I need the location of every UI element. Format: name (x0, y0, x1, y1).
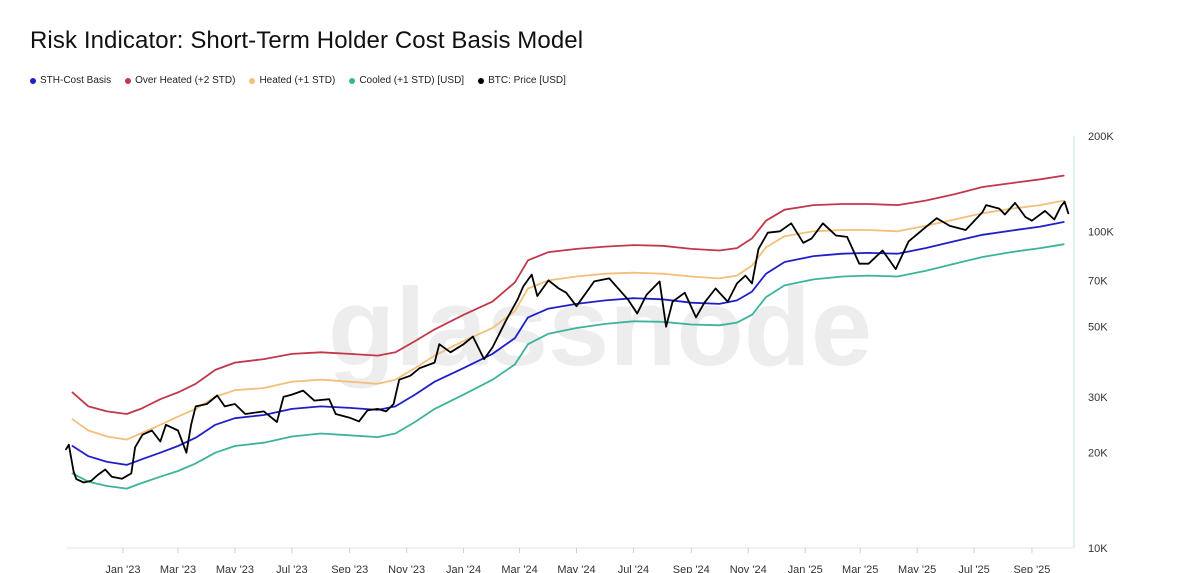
legend-label-heated: Heated (+1 STD) (259, 75, 336, 86)
legend-label-sth-cost-basis: STH-Cost Basis (40, 75, 112, 86)
x-tick-label: May '23 (216, 564, 254, 573)
x-tick-label: Jan '25 (788, 564, 823, 573)
y-tick-label: 20K (1088, 448, 1108, 460)
y-tick-label: 30K (1088, 392, 1108, 404)
x-tick-label: Mar '24 (501, 564, 537, 573)
legend-label-btc-price: BTC: Price [USD] (488, 75, 566, 86)
legend-item-sth-cost-basis[interactable]: STH-Cost Basis (30, 75, 111, 86)
legend-dot-heated (249, 77, 256, 84)
legend-item-btc-price[interactable]: BTC: Price [USD] (478, 75, 566, 86)
legend-item-heated[interactable]: Heated (+1 STD) (249, 75, 335, 86)
x-tick-label: Jul '24 (618, 564, 649, 573)
legend-dot-cooled (349, 77, 356, 84)
legend-dot-over-heated (125, 77, 132, 84)
series-line-btc-price-usd (65, 200, 1070, 484)
y-tick-label: 100K (1088, 226, 1114, 238)
x-tick-label: Sep '24 (673, 564, 710, 573)
x-tick-label: Jul '23 (276, 564, 307, 573)
legend-label-over-heated: Over Heated (+2 STD) (135, 75, 236, 86)
y-tick-label: 10K (1088, 543, 1108, 555)
x-tick-label: Jul '25 (958, 564, 989, 573)
x-tick-label: May '24 (557, 564, 595, 573)
x-tick-label: May '25 (898, 564, 936, 573)
series-line-cooled-1-std-usd (71, 243, 1065, 490)
x-tick-label: Jan '23 (105, 564, 140, 573)
legend-label-cooled: Cooled (+1 STD) [USD] (359, 75, 465, 86)
x-tick-label: Sep '23 (331, 564, 368, 573)
x-tick-label: Jan '24 (446, 564, 481, 573)
legend-dot-sth-cost-basis (30, 77, 36, 84)
x-tick-label: Mar '25 (842, 564, 878, 573)
x-tick-label: Sep '25 (1013, 564, 1050, 573)
x-tick-label: Nov '24 (730, 564, 767, 573)
legend-item-over-heated[interactable]: Over Heated (+2 STD) (125, 75, 235, 86)
legend-item-cooled[interactable]: Cooled (+1 STD) [USD] (349, 75, 464, 86)
x-tick-label: Mar '23 (160, 564, 196, 573)
legend-dot-btc-price (478, 77, 485, 84)
chart-title: Risk Indicator: Short-Term Holder Cost B… (30, 27, 584, 54)
y-tick-label: 200K (1088, 131, 1114, 143)
series-line-sth-cost-basis (71, 221, 1065, 466)
y-tick-label: 70K (1088, 275, 1108, 287)
series-line-over-heated-2-std (71, 174, 1065, 415)
x-tick-label: Nov '23 (388, 564, 425, 573)
chart-legend: STH-Cost Basis Over Heated (+2 STD) Heat… (30, 75, 566, 86)
y-tick-label: 50K (1088, 322, 1108, 334)
